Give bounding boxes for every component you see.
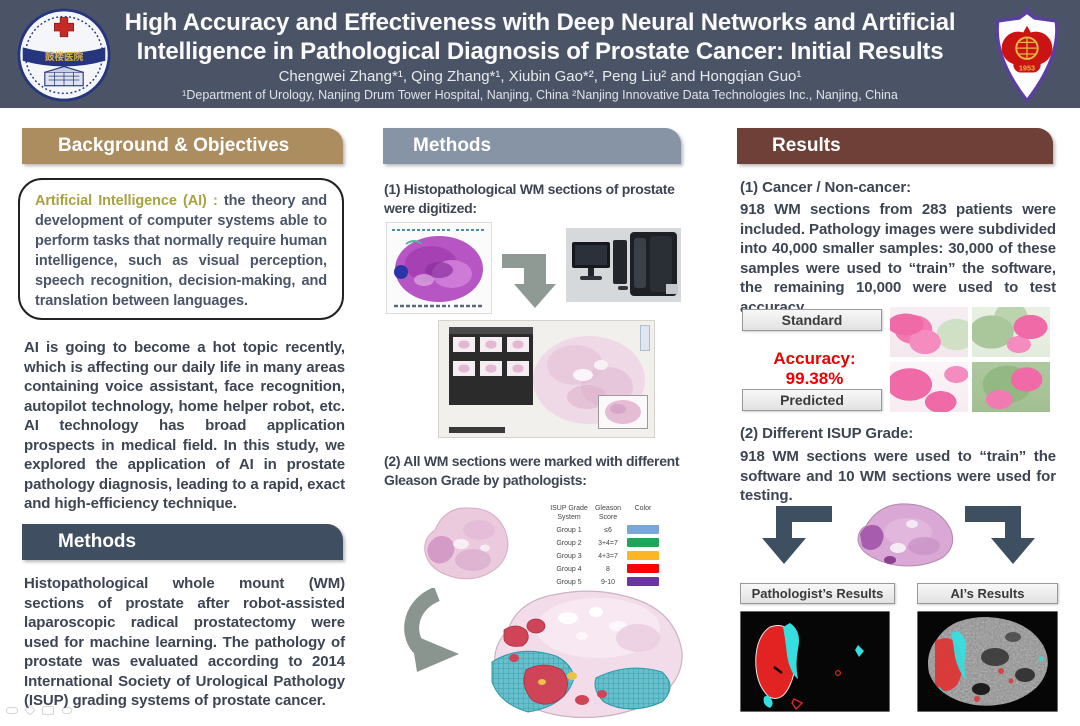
ai-results-text: AI’s Results: [950, 586, 1025, 601]
emblem-year-text: 1953: [1019, 64, 1035, 73]
accuracy-value: Accuracy: 99.38%: [773, 349, 856, 388]
sample-image: [890, 362, 968, 412]
overview-inset: [598, 395, 648, 429]
poster-title: High Accuracy and Effectiveness with Dee…: [124, 9, 956, 65]
watermark-icon: [6, 706, 18, 714]
viewer-software-screenshot: [438, 320, 655, 438]
legend-group: Group 4: [556, 566, 582, 573]
legend-score: 8: [606, 566, 610, 573]
legend-color-swatch: [627, 550, 659, 560]
ai-term-text: Artificial Intelligence (AI) :: [35, 193, 224, 209]
predicted-label: Predicted: [742, 389, 882, 411]
legend-row: Group 3 4+3=7: [546, 550, 664, 563]
sample-comparison-grid: [890, 307, 1050, 412]
legend-group: Group 3: [556, 553, 582, 560]
test-section-image: [857, 503, 954, 567]
header-band: 鼓楼医院 High Accuracy and Effectiveness wit…: [0, 0, 1080, 108]
legend-group: Group 1: [556, 527, 582, 534]
ai-definition-text: the theory and development of computer s…: [35, 193, 327, 309]
poster-affiliations: ¹Department of Urology, Nanjing Drum Tow…: [182, 88, 898, 102]
split-arrow-right-icon: [965, 506, 1035, 564]
result1-paragraph: 918 WM sections from 283 patients were i…: [740, 201, 1056, 316]
thumbnail-grid: [453, 337, 529, 376]
legend-row: Group 1 ≤6: [546, 524, 664, 537]
legend-row: Group 4 8: [546, 563, 664, 576]
legend-header-row: ISUP Grade System Gleason Score Color: [546, 504, 664, 524]
poster-authors: Chengwei Zhang*¹, Qing Zhang*¹, Xiubin G…: [278, 68, 802, 85]
hospital-logo-icon: 鼓楼医院: [17, 8, 111, 102]
pathologist-results-label: Pathologist’s Results: [740, 583, 895, 604]
legend-group: Group 2: [556, 540, 582, 547]
hospital-logo-text: 鼓楼医院: [45, 51, 84, 63]
viewer-tool-icons: [640, 325, 650, 351]
legend-color-swatch: [627, 537, 659, 547]
legend-header: Color: [634, 505, 652, 512]
legend-color-swatch: [627, 524, 659, 534]
ai-definition-box: Artificial Intelligence (AI) : the theor…: [18, 178, 344, 320]
thumbnail-panel: [449, 327, 533, 405]
sample-image: [890, 307, 968, 357]
result2-paragraph: 918 WM sections were used to “train” the…: [740, 448, 1056, 504]
standard-label-text: Standard: [781, 312, 843, 328]
methods-step2-text: (2) All WM sections were marked with dif…: [384, 453, 680, 488]
section-header-methods-middle: Methods: [383, 128, 681, 164]
sample-image: [972, 307, 1050, 357]
split-arrow-left-icon: [762, 506, 832, 564]
watermark-icon: [24, 704, 36, 716]
result1-title: (1) Cancer / Non-cancer:: [740, 179, 911, 196]
slide-thumbnail: [480, 361, 502, 376]
legend-score: 3+4=7: [598, 540, 618, 547]
slide-thumbnail: [453, 361, 475, 376]
watermark-icons: [6, 702, 96, 718]
slide-thumbnail: [507, 361, 529, 376]
ai-results-label: AI’s Results: [917, 583, 1058, 604]
pathologist-annotation-image: [740, 611, 890, 712]
legend-header: ISUP Grade System: [550, 505, 588, 521]
isup-grade-legend: ISUP Grade System Gleason Score Color Gr…: [546, 504, 664, 589]
legend-score: 4+3=7: [598, 553, 618, 560]
result2-title: (2) Different ISUP Grade:: [740, 425, 914, 442]
legend-score: 9-10: [600, 579, 615, 586]
section-header-label: Background & Objectives: [58, 135, 290, 156]
predicted-label-text: Predicted: [780, 392, 844, 408]
wm-slide-image: [386, 222, 492, 314]
university-emblem-icon: 1953: [995, 6, 1059, 104]
unmarked-section-image: [424, 507, 509, 580]
legend-color-swatch: [627, 563, 659, 573]
section-header-background-objectives: Background & Objectives: [22, 128, 343, 164]
watermark-icon: [62, 706, 72, 714]
methods-paragraph: Histopathological whole mount (WM) secti…: [24, 575, 345, 709]
section-header-label: Methods: [58, 531, 137, 552]
slide-thumbnail: [507, 337, 529, 352]
legend-row: Group 5 9-10: [546, 576, 664, 589]
watermark-icon: [42, 705, 54, 715]
sample-image: [972, 362, 1050, 412]
panel-toolbar: [449, 327, 533, 334]
annotated-section-image: [491, 590, 683, 719]
scale-bar: [449, 427, 505, 433]
standard-label: Standard: [742, 309, 882, 331]
ai-annotation-image: [917, 611, 1058, 712]
section-header-label: Methods: [413, 135, 492, 156]
legend-score: ≤6: [604, 527, 612, 534]
slide-thumbnail: [480, 337, 502, 352]
legend-row: Group 2 3+4=7: [546, 537, 664, 550]
legend-header: Gleason Score: [594, 505, 622, 521]
pathologist-results-text: Pathologist’s Results: [751, 586, 884, 601]
down-elbow-arrow-icon: [502, 254, 556, 308]
section-header-methods-left: Methods: [22, 524, 343, 560]
slide-thumbnail: [453, 337, 475, 352]
legend-group: Group 5: [556, 579, 582, 586]
methods-step1-text: (1) Histopathological WM sections of pro…: [384, 181, 675, 216]
section-header-results: Results: [737, 128, 1053, 164]
background-paragraph: AI is going to become a hot topic recent…: [24, 339, 345, 512]
curved-arrow-icon: [404, 588, 459, 672]
section-header-label: Results: [772, 135, 841, 156]
slide-scanner-image: [566, 228, 681, 302]
legend-color-swatch: [627, 576, 659, 586]
